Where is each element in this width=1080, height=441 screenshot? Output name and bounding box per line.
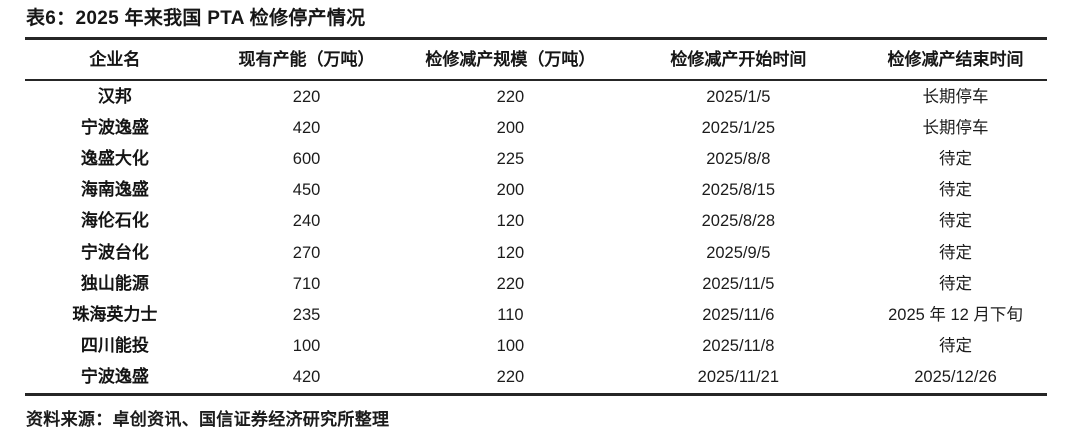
company-name: 汉邦 <box>97 86 132 106</box>
table-header-row: 企业名 现有产能（万吨） 检修减产规模（万吨） 检修减产开始时间 检修减产结束时… <box>25 38 1047 81</box>
company-name: 逸盛大化 <box>80 148 149 168</box>
reduction-scale-value: 220 <box>496 274 525 293</box>
table-row: 逸盛大化 600 225 2025/8/8 待定 <box>25 143 1047 174</box>
column-header-capacity: 现有产能（万吨） <box>204 38 409 81</box>
table-body: 汉邦 220 220 2025/1/5 长期停车 宁波逸盛 420 200 2025/1/25 长… <box>25 80 1047 394</box>
capacity-value: 420 <box>292 368 321 387</box>
start-date-value: 2025/8/15 <box>701 181 776 200</box>
company-name: 宁波台化 <box>80 242 149 262</box>
end-date-value: 待定 <box>939 243 973 262</box>
column-header-end-date: 检修减产结束时间 <box>864 38 1047 81</box>
table-row: 海伦石化 240 120 2025/8/28 待定 <box>25 206 1047 237</box>
start-date-value: 2025/8/8 <box>706 149 771 168</box>
table-row: 宁波逸盛 420 220 2025/11/21 2025/12/26 <box>25 362 1047 395</box>
company-name: 四川能投 <box>80 336 149 356</box>
end-date-value: 2025 年 12 月下旬 <box>888 305 1023 324</box>
end-date-value: 待定 <box>939 181 973 200</box>
reduction-scale-value: 100 <box>496 337 525 356</box>
reduction-scale-value: 120 <box>496 212 525 231</box>
end-date-value: 待定 <box>939 212 973 231</box>
company-name: 珠海英力士 <box>72 304 158 324</box>
end-date-value: 待定 <box>939 149 973 168</box>
start-date-value: 2025/11/21 <box>697 368 779 387</box>
capacity-value: 600 <box>292 149 321 168</box>
capacity-value: 240 <box>292 212 321 231</box>
start-date-value: 2025/9/5 <box>706 243 771 262</box>
start-date-value: 2025/1/25 <box>701 118 776 137</box>
reduction-scale-value: 120 <box>496 243 525 262</box>
capacity-value: 420 <box>292 118 321 137</box>
start-date-value: 2025/11/6 <box>702 305 775 324</box>
table-row: 四川能投 100 100 2025/11/8 待定 <box>25 331 1047 362</box>
capacity-value: 100 <box>292 337 321 356</box>
end-date-value: 待定 <box>939 337 973 356</box>
table-row: 海南逸盛 450 200 2025/8/15 待定 <box>25 175 1047 206</box>
reduction-scale-value: 200 <box>496 181 525 200</box>
table-row: 独山能源 710 220 2025/11/5 待定 <box>25 268 1047 299</box>
end-date-value: 2025/12/26 <box>914 368 997 387</box>
reduction-scale-value: 220 <box>496 87 525 106</box>
company-name: 海南逸盛 <box>80 180 149 200</box>
source-note: 资料来源：卓创资讯、国信证券经济研究所整理 <box>26 409 390 429</box>
column-header-start-date: 检修减产开始时间 <box>612 38 865 81</box>
table-row: 宁波台化 270 120 2025/9/5 待定 <box>25 237 1047 268</box>
capacity-value: 270 <box>292 243 321 262</box>
company-name: 宁波逸盛 <box>80 367 149 387</box>
capacity-value: 450 <box>292 181 321 200</box>
column-header-reduction-scale: 检修减产规模（万吨） <box>408 38 613 81</box>
company-name: 海伦石化 <box>80 211 149 231</box>
column-header-company: 企业名 <box>25 38 205 81</box>
capacity-value: 235 <box>292 305 321 324</box>
company-name: 宁波逸盛 <box>80 117 149 137</box>
pta-maintenance-table: 企业名 现有产能（万吨） 检修减产规模（万吨） 检修减产开始时间 检修减产结束时… <box>25 37 1047 396</box>
capacity-value: 710 <box>292 274 321 293</box>
reduction-scale-value: 110 <box>497 305 524 324</box>
start-date-value: 2025/11/5 <box>702 274 775 293</box>
reduction-scale-value: 200 <box>496 118 525 137</box>
capacity-value: 220 <box>292 87 321 106</box>
reduction-scale-value: 225 <box>496 149 525 168</box>
company-name: 独山能源 <box>80 273 149 293</box>
end-date-value: 长期停车 <box>922 118 989 137</box>
start-date-value: 2025/8/28 <box>701 212 776 231</box>
page-title: 表6：2025 年来我国 PTA 检修停产情况 <box>26 8 366 29</box>
reduction-scale-value: 220 <box>496 368 525 387</box>
start-date-value: 2025/11/8 <box>702 337 775 356</box>
table-row: 汉邦 220 220 2025/1/5 长期停车 <box>25 80 1047 112</box>
table-row: 宁波逸盛 420 200 2025/1/25 长期停车 <box>25 112 1047 143</box>
table-row: 珠海英力士 235 110 2025/11/6 2025 年 12 月下旬 <box>25 299 1047 330</box>
end-date-value: 待定 <box>939 274 973 293</box>
end-date-value: 长期停车 <box>922 87 989 106</box>
start-date-value: 2025/1/5 <box>706 87 771 106</box>
